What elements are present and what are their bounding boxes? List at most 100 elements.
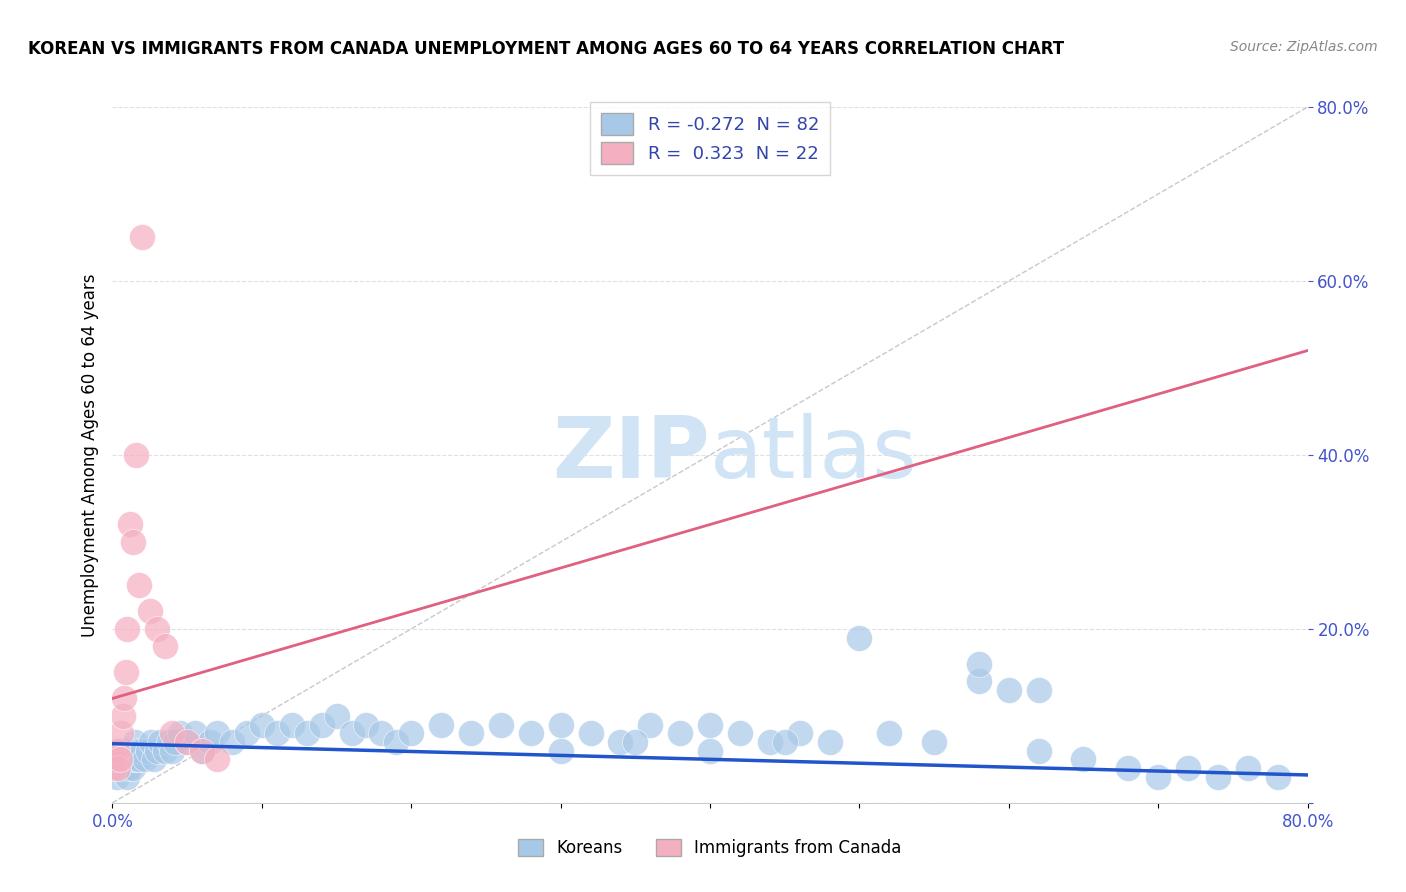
Point (138, 744, 160, 758)
Point (107, 752, 129, 766)
Point (153, 639, 176, 653)
Point (1177, 761, 1199, 775)
Point (879, 726, 901, 740)
Point (153, 744, 176, 758)
Point (789, 726, 811, 740)
Point (128, 752, 150, 766)
Point (295, 726, 318, 740)
Point (118, 761, 141, 775)
Point (356, 717, 378, 731)
Point (550, 744, 572, 758)
Point (370, 726, 392, 740)
Point (1118, 761, 1140, 775)
Point (624, 735, 647, 749)
Point (579, 726, 602, 740)
Point (108, 752, 131, 766)
Point (104, 752, 127, 766)
Point (146, 744, 169, 758)
Point (640, 717, 662, 731)
Point (139, 605, 162, 619)
Point (191, 744, 214, 758)
Point (107, 761, 129, 775)
Point (460, 726, 482, 740)
Point (110, 726, 132, 740)
Point (121, 744, 143, 758)
Point (205, 752, 228, 766)
Point (125, 448, 148, 462)
Point (728, 726, 751, 740)
Point (773, 735, 796, 749)
Point (922, 735, 945, 749)
Point (967, 657, 990, 671)
Text: KOREAN VS IMMIGRANTS FROM CANADA UNEMPLOYMENT AMONG AGES 60 TO 64 YEARS CORRELAT: KOREAN VS IMMIGRANTS FROM CANADA UNEMPLO… (28, 40, 1064, 58)
Point (1206, 770, 1229, 784)
Point (759, 735, 782, 749)
Point (124, 735, 146, 749)
Point (157, 735, 180, 749)
Point (105, 744, 128, 758)
Point (967, 674, 990, 689)
Point (115, 752, 138, 766)
Point (115, 665, 138, 680)
Point (162, 744, 183, 758)
Point (108, 761, 131, 775)
Point (311, 717, 333, 731)
Point (128, 578, 150, 592)
Point (1028, 744, 1050, 758)
Point (250, 717, 273, 731)
Text: ZIP: ZIP (553, 413, 710, 497)
Point (103, 761, 125, 775)
Point (183, 726, 205, 740)
Point (131, 230, 153, 244)
Point (325, 708, 347, 723)
Point (998, 682, 1021, 697)
Point (1267, 770, 1289, 784)
Point (281, 717, 304, 731)
Point (236, 726, 259, 740)
Point (401, 726, 423, 740)
Point (114, 761, 135, 775)
Text: Source: ZipAtlas.com: Source: ZipAtlas.com (1230, 40, 1378, 54)
Point (205, 726, 228, 740)
Point (176, 735, 198, 749)
Point (120, 517, 142, 532)
Point (120, 752, 142, 766)
Point (117, 622, 139, 636)
Point (114, 691, 135, 706)
Point (221, 735, 243, 749)
Point (1073, 752, 1095, 766)
Point (385, 735, 408, 749)
Point (520, 726, 543, 740)
Point (122, 534, 145, 549)
Point (162, 726, 183, 740)
Point (176, 735, 198, 749)
Point (1028, 682, 1050, 697)
Point (124, 752, 146, 766)
Point (127, 744, 149, 758)
Point (699, 744, 721, 758)
Y-axis label: Unemployment Among Ages 60 to 64 years: Unemployment Among Ages 60 to 64 years (80, 273, 98, 637)
Point (266, 726, 288, 740)
Point (117, 744, 139, 758)
Point (141, 735, 163, 749)
Point (430, 717, 453, 731)
Text: atlas: atlas (710, 413, 918, 497)
Point (699, 717, 721, 731)
Point (198, 735, 221, 749)
Point (134, 752, 156, 766)
Point (489, 717, 512, 731)
Point (149, 735, 172, 749)
Point (848, 631, 870, 645)
Point (550, 717, 572, 731)
Point (818, 735, 841, 749)
Point (143, 752, 166, 766)
Point (340, 726, 363, 740)
Point (1147, 770, 1170, 784)
Point (111, 708, 134, 723)
Point (131, 744, 153, 758)
Point (125, 752, 148, 766)
Legend: Koreans, Immigrants from Canada: Koreans, Immigrants from Canada (512, 832, 908, 864)
Point (191, 744, 214, 758)
Point (169, 726, 191, 740)
Point (105, 770, 128, 784)
